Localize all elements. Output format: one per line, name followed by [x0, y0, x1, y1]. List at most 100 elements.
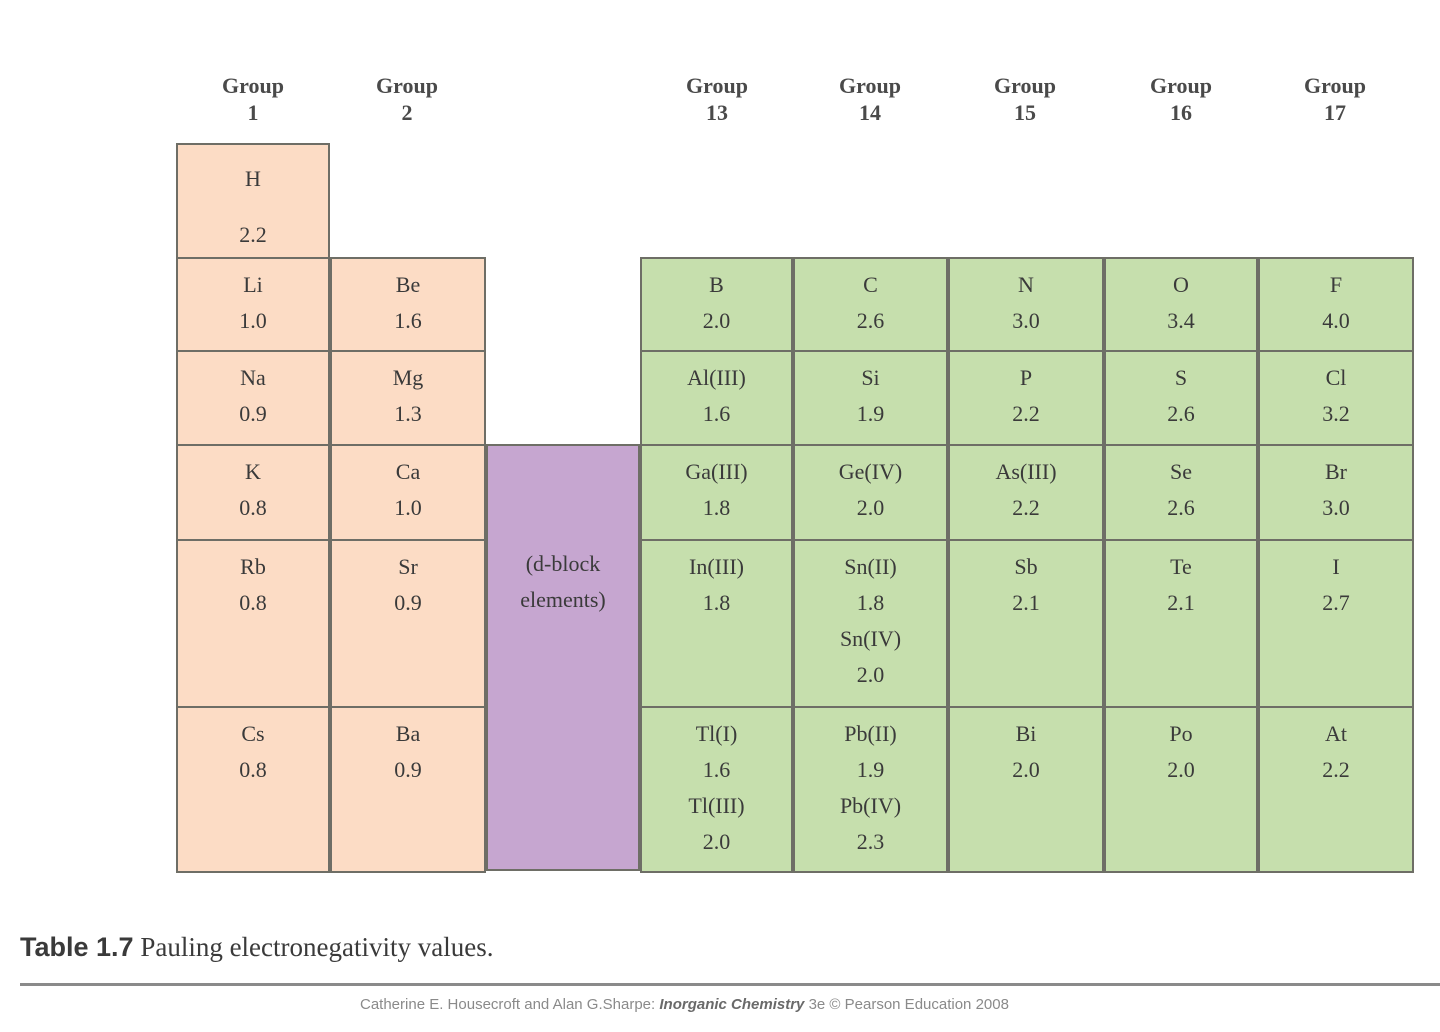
caption-text: Pauling electronegativity values. — [140, 932, 494, 962]
electronegativity-value: 2.7 — [1322, 590, 1350, 615]
group-header-word: Group — [1150, 73, 1212, 98]
element-symbol: Rb — [240, 554, 266, 579]
element-cell: Pb(II) 1.9 Pb(IV) 2.3 — [793, 706, 948, 873]
electronegativity-value: 1.6 — [394, 308, 422, 333]
electronegativity-value: 3.2 — [1322, 401, 1350, 426]
element-cell: B 2.0 — [640, 257, 793, 352]
element-cell: Br 3.0 — [1258, 444, 1414, 541]
element-symbol: In(III) — [689, 554, 744, 579]
element-symbol: Cl — [1325, 365, 1347, 390]
element-symbol: Ca — [395, 459, 421, 484]
element-cell: Sn(II) 1.8 Sn(IV) 2.0 — [793, 539, 948, 708]
electronegativity-value: 2.2 — [1012, 401, 1040, 426]
group-header-word: Group — [686, 73, 748, 98]
group-header-g16: Group 16 — [1104, 72, 1258, 126]
electronegativity-value: 2.0 — [856, 495, 885, 520]
element-cell: Ga(III) 1.8 — [640, 444, 793, 541]
group-header-number: 1 — [247, 100, 259, 125]
element-cell: Rb 0.8 — [176, 539, 330, 708]
electronegativity-value: 2.1 — [1167, 590, 1195, 615]
element-cell: Te 2.1 — [1104, 539, 1258, 708]
divider-line — [20, 983, 1440, 986]
element-symbol: O — [1173, 272, 1189, 297]
credit-authors: Catherine E. Housecroft and Alan G.Sharp… — [360, 996, 656, 1013]
electronegativity-value: 1.0 — [239, 308, 267, 333]
element-cell: N 3.0 — [948, 257, 1104, 352]
element-symbol: Pb(IV) — [839, 793, 902, 818]
element-symbol: Na — [240, 365, 266, 390]
electronegativity-value: 0.9 — [239, 401, 267, 426]
element-symbol: At — [1325, 721, 1347, 746]
table-caption: Table 1.7 Pauling electronegativity valu… — [20, 932, 493, 963]
element-symbol: Sb — [1014, 554, 1038, 579]
element-symbol: Ge(IV) — [838, 459, 903, 484]
element-cell: At 2.2 — [1258, 706, 1414, 873]
electronegativity-value: 1.9 — [856, 757, 885, 782]
electronegativity-value: 0.8 — [239, 590, 267, 615]
electronegativity-value: 2.6 — [1167, 495, 1195, 520]
group-header-number: 14 — [859, 100, 881, 125]
group-header-word: Group — [376, 73, 438, 98]
element-symbol: As(III) — [995, 459, 1057, 484]
element-symbol: P — [1019, 365, 1033, 390]
electronegativity-value: 1.9 — [856, 401, 885, 426]
electronegativity-value: 0.9 — [394, 757, 422, 782]
electronegativity-value: 1.3 — [394, 401, 422, 426]
group-header-g14: Group 14 — [793, 72, 947, 126]
element-symbol: Cs — [241, 721, 265, 746]
element-cell: Cl 3.2 — [1258, 350, 1414, 446]
group-header-number: 17 — [1324, 100, 1346, 125]
element-symbol: C — [863, 272, 878, 297]
element-cell: In(III) 1.8 — [640, 539, 793, 708]
electronegativity-value: 2.0 — [702, 308, 731, 333]
element-symbol: Po — [1169, 721, 1193, 746]
electronegativity-value: 1.6 — [702, 757, 731, 782]
element-symbol: F — [1329, 272, 1343, 297]
electronegativity-value: 2.6 — [856, 308, 885, 333]
electronegativity-value: 3.4 — [1167, 308, 1195, 333]
group-header-number: 15 — [1014, 100, 1036, 125]
element-cell: Na 0.9 — [176, 350, 330, 446]
electronegativity-value: 2.2 — [1322, 757, 1350, 782]
element-symbol: Br — [1325, 459, 1347, 484]
element-symbol: Mg — [392, 365, 424, 390]
group-header-word: Group — [222, 73, 284, 98]
element-symbol: Sr — [398, 554, 418, 579]
electronegativity-value: 2.0 — [1012, 757, 1040, 782]
element-cell: Ba 0.9 — [330, 706, 486, 873]
element-symbol: Pb(II) — [844, 721, 897, 746]
electronegativity-value: 1.0 — [394, 495, 422, 520]
element-symbol: H — [245, 166, 261, 191]
credit-publisher: 3e © Pearson Education 2008 — [808, 996, 1009, 1013]
electronegativity-value: 3.0 — [1322, 495, 1350, 520]
element-symbol: Te — [1170, 554, 1192, 579]
electronegativity-value: 0.9 — [394, 590, 422, 615]
element-symbol: Se — [1170, 459, 1192, 484]
electronegativity-value: 1.6 — [702, 401, 731, 426]
element-cell: Ge(IV) 2.0 — [793, 444, 948, 541]
electronegativity-value: 1.8 — [856, 590, 885, 615]
element-cell: As(III) 2.2 — [948, 444, 1104, 541]
electronegativity-value: 2.1 — [1012, 590, 1040, 615]
group-header-number: 2 — [401, 100, 413, 125]
caption-number: Table 1.7 — [20, 932, 134, 962]
electronegativity-value: 0.8 — [239, 495, 267, 520]
group-header-word: Group — [839, 73, 901, 98]
element-cell: Be 1.6 — [330, 257, 486, 352]
element-cell: P 2.2 — [948, 350, 1104, 446]
element-cell: Mg 1.3 — [330, 350, 486, 446]
element-cell: I 2.7 — [1258, 539, 1414, 708]
element-cell: Si 1.9 — [793, 350, 948, 446]
element-cell: Li 1.0 — [176, 257, 330, 352]
element-cell: Bi 2.0 — [948, 706, 1104, 873]
element-symbol: I — [1332, 554, 1340, 579]
element-cell: S 2.6 — [1104, 350, 1258, 446]
group-header-g1: Group 1 — [176, 72, 330, 126]
group-header-g15: Group 15 — [948, 72, 1102, 126]
group-header-g2: Group 2 — [330, 72, 484, 126]
element-cell: Sb 2.1 — [948, 539, 1104, 708]
electronegativity-value: 2.0 — [856, 662, 885, 687]
d-block-label: (d-block — [525, 551, 601, 576]
element-symbol: Ga(III) — [685, 459, 748, 484]
element-cell: Ca 1.0 — [330, 444, 486, 541]
